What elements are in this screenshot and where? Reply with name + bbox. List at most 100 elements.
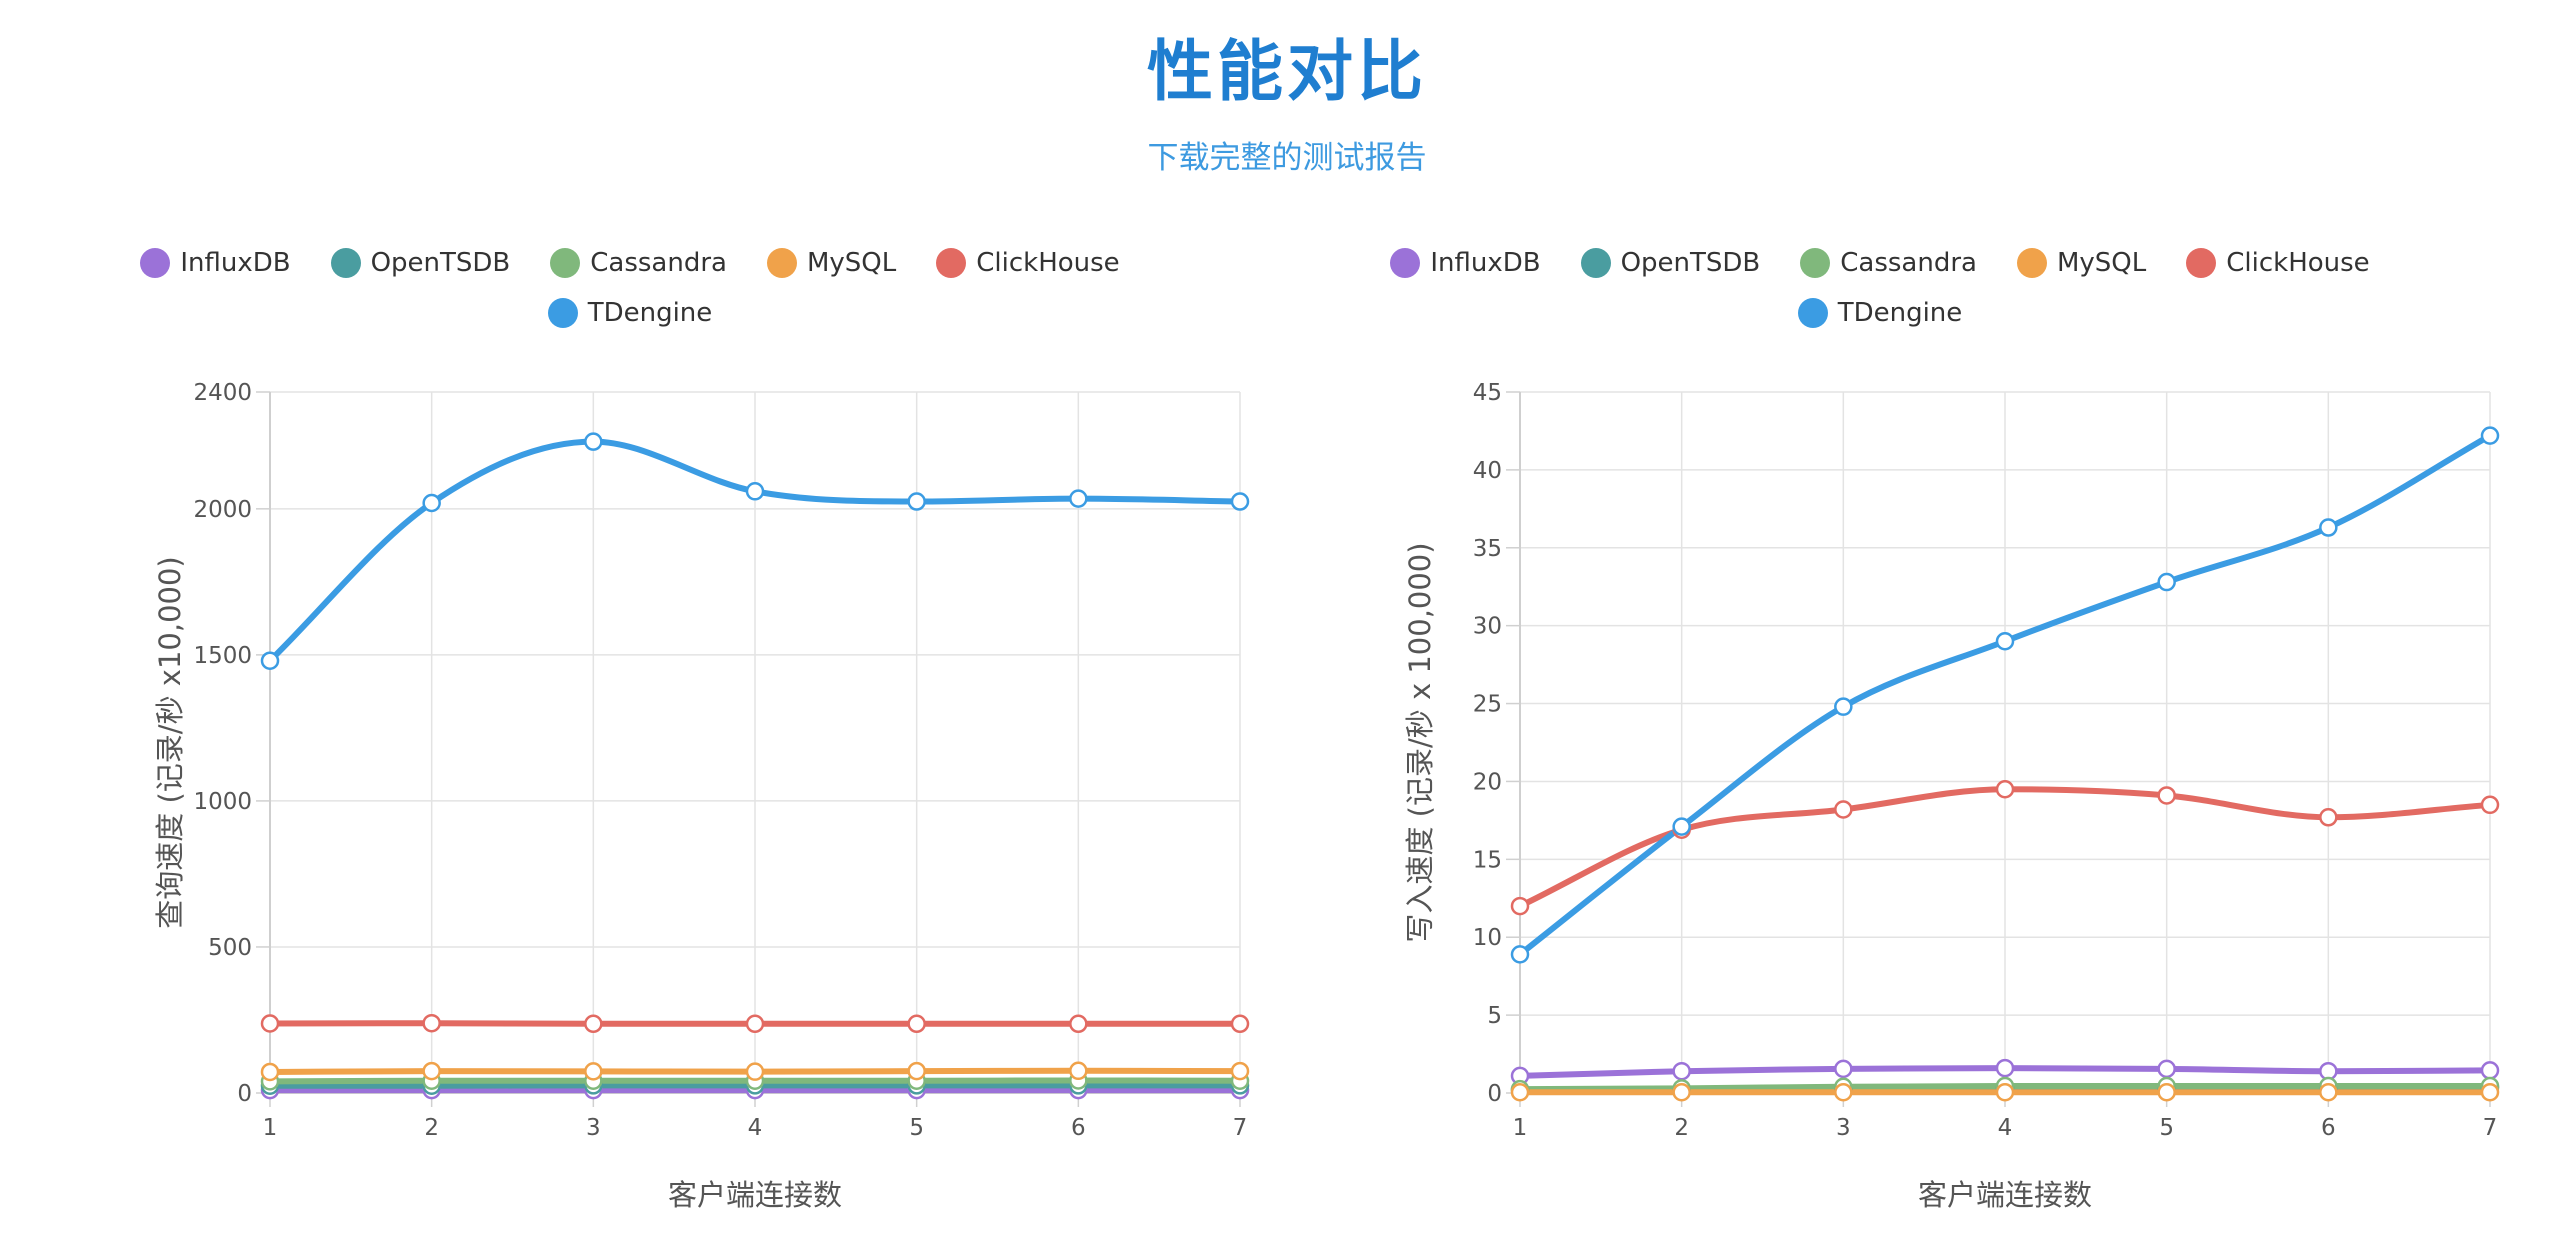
data-point-mysql[interactable]	[1230, 1061, 1250, 1081]
data-point-clickhouse[interactable]	[2157, 786, 2176, 805]
data-point-clickhouse[interactable]	[907, 1014, 926, 1034]
y-tick-label: 35	[1473, 536, 1502, 562]
query-speed-plot: 0 500 1000 1500 2000 2400 1 2 3 4 5 6 7 客户端连接数 查询速度 (记…	[153, 380, 1250, 1212]
page-title: 性能对比	[1147, 33, 1427, 110]
data-point-influxdb[interactable]	[1672, 1061, 1691, 1081]
legend-swatch	[2016, 248, 2047, 278]
chart-legend: InfluxDB OpenTSDB Cassandra MySQL ClickHouse…	[40, 248, 1220, 328]
data-point-clickhouse[interactable]	[1230, 1014, 1250, 1034]
legend-label: InfluxDB	[1430, 248, 1541, 278]
data-point-tdengine[interactable]	[1672, 817, 1691, 836]
data-point-mysql[interactable]	[745, 1062, 765, 1081]
data-point-clickhouse[interactable]	[1510, 896, 1530, 916]
y-tick-label: 1500	[193, 643, 252, 669]
write-speed-chart: InfluxDB OpenTSDB Cassandra MySQL ClickHouse…	[1290, 230, 2540, 1230]
data-point-clickhouse[interactable]	[1069, 1014, 1088, 1034]
data-point-tdengine[interactable]	[1069, 489, 1088, 508]
y-tick-label: 40	[1473, 458, 1502, 484]
data-point-clickhouse[interactable]	[745, 1014, 765, 1034]
data-point-tdengine[interactable]	[584, 432, 603, 451]
x-axis-title: 客户端连接数	[1918, 1178, 2092, 1212]
y-tick-label: 15	[1473, 847, 1502, 873]
data-point-mysql[interactable]	[907, 1061, 926, 1081]
y-axis-title: 写入速度 (记录/秒 x 100,000)	[1403, 542, 1437, 942]
data-point-mysql[interactable]	[260, 1062, 280, 1082]
x-tick-label: 6	[1071, 1115, 1086, 1141]
chart-legend: InfluxDB OpenTSDB Cassandra MySQL ClickHouse…	[1290, 248, 2470, 328]
data-point-mysql[interactable]	[1672, 1082, 1691, 1102]
x-tick-label: 2	[424, 1115, 439, 1141]
legend-label: MySQL	[2056, 248, 2147, 278]
legend-item-cassandra[interactable]: Cassandra	[550, 248, 727, 278]
legend-item-tdengine[interactable]: TDengine	[1797, 298, 1963, 328]
legend-item-influxdb[interactable]: InfluxDB	[140, 248, 291, 278]
y-tick-label: 20	[1473, 769, 1502, 795]
data-point-mysql[interactable]	[584, 1062, 603, 1081]
data-point-clickhouse[interactable]	[1834, 800, 1853, 819]
legend-item-clickhouse[interactable]: ClickHouse	[936, 248, 1120, 278]
y-tick-label: 500	[208, 935, 252, 961]
legend-item-mysql[interactable]: MySQL	[766, 248, 896, 278]
legend-item-mysql[interactable]: MySQL	[2016, 248, 2147, 278]
legend-label: TDengine	[1837, 298, 1963, 328]
legend-swatch	[140, 248, 171, 278]
legend-item-tdengine[interactable]: TDengine	[547, 298, 712, 328]
data-point-influxdb[interactable]	[2157, 1059, 2176, 1079]
legend-item-cassandra[interactable]: Cassandra	[1800, 248, 1977, 278]
y-tick-label: 25	[1473, 692, 1502, 718]
legend-swatch	[1797, 298, 1828, 328]
data-point-clickhouse[interactable]	[422, 1013, 441, 1033]
data-point-tdengine[interactable]	[745, 482, 765, 501]
y-tick-label: 0	[237, 1081, 252, 1107]
legend-label: Cassandra	[1840, 248, 1977, 278]
data-point-tdengine[interactable]	[260, 651, 280, 670]
data-point-clickhouse[interactable]	[584, 1014, 603, 1034]
data-point-tdengine[interactable]	[422, 493, 441, 513]
data-point-mysql[interactable]	[422, 1061, 441, 1081]
legend-item-opentsdb[interactable]: OpenTSDB	[1580, 248, 1761, 278]
data-point-mysql[interactable]	[2480, 1082, 2500, 1102]
x-tick-label: 6	[2321, 1115, 2336, 1141]
x-tick-label: 5	[2159, 1115, 2174, 1141]
legend-label: OpenTSDB	[1620, 248, 1761, 278]
data-point-mysql[interactable]	[2319, 1082, 2338, 1102]
data-point-mysql[interactable]	[1069, 1061, 1088, 1081]
y-tick-label: 2000	[193, 497, 252, 523]
data-point-influxdb[interactable]	[1995, 1058, 2015, 1078]
data-point-influxdb[interactable]	[2480, 1061, 2500, 1080]
data-point-mysql[interactable]	[1995, 1082, 2015, 1102]
data-point-tdengine[interactable]	[2480, 426, 2500, 445]
data-point-mysql[interactable]	[1510, 1082, 1530, 1102]
y-tick-label: 45	[1473, 380, 1502, 406]
data-point-mysql[interactable]	[1834, 1082, 1853, 1102]
x-tick-label: 7	[2483, 1115, 2498, 1141]
legend-item-clickhouse[interactable]: ClickHouse	[2186, 248, 2370, 278]
y-tick-label: 2400	[193, 380, 252, 406]
y-tick-label: 0	[1487, 1081, 1502, 1107]
legend-item-influxdb[interactable]: InfluxDB	[1390, 248, 1541, 278]
query-speed-chart: InfluxDB OpenTSDB Cassandra MySQL ClickHouse…	[40, 230, 1290, 1230]
y-tick-label: 30	[1473, 614, 1502, 640]
download-report-link[interactable]: 下载完整的测试报告	[1147, 140, 1427, 176]
data-point-influxdb[interactable]	[1834, 1059, 1853, 1079]
data-point-clickhouse[interactable]	[2319, 808, 2338, 827]
legend-swatch	[330, 248, 361, 278]
data-point-clickhouse[interactable]	[1995, 779, 2015, 799]
data-point-tdengine[interactable]	[1510, 945, 1530, 964]
y-tick-label: 5	[1487, 1003, 1502, 1029]
x-tick-label: 5	[909, 1115, 924, 1141]
data-point-mysql[interactable]	[2157, 1082, 2176, 1102]
legend-item-opentsdb[interactable]: OpenTSDB	[330, 248, 511, 278]
data-point-tdengine[interactable]	[1834, 697, 1853, 716]
data-point-tdengine[interactable]	[1230, 492, 1250, 511]
data-point-tdengine[interactable]	[2319, 518, 2338, 537]
y-tick-label: 1000	[193, 789, 252, 815]
legend-swatch	[766, 248, 797, 278]
data-point-clickhouse[interactable]	[2480, 795, 2500, 815]
legend-label: OpenTSDB	[370, 248, 511, 278]
data-point-tdengine[interactable]	[1995, 631, 2015, 651]
data-point-tdengine[interactable]	[2157, 572, 2176, 592]
data-point-clickhouse[interactable]	[260, 1014, 280, 1033]
data-point-tdengine[interactable]	[907, 492, 926, 511]
